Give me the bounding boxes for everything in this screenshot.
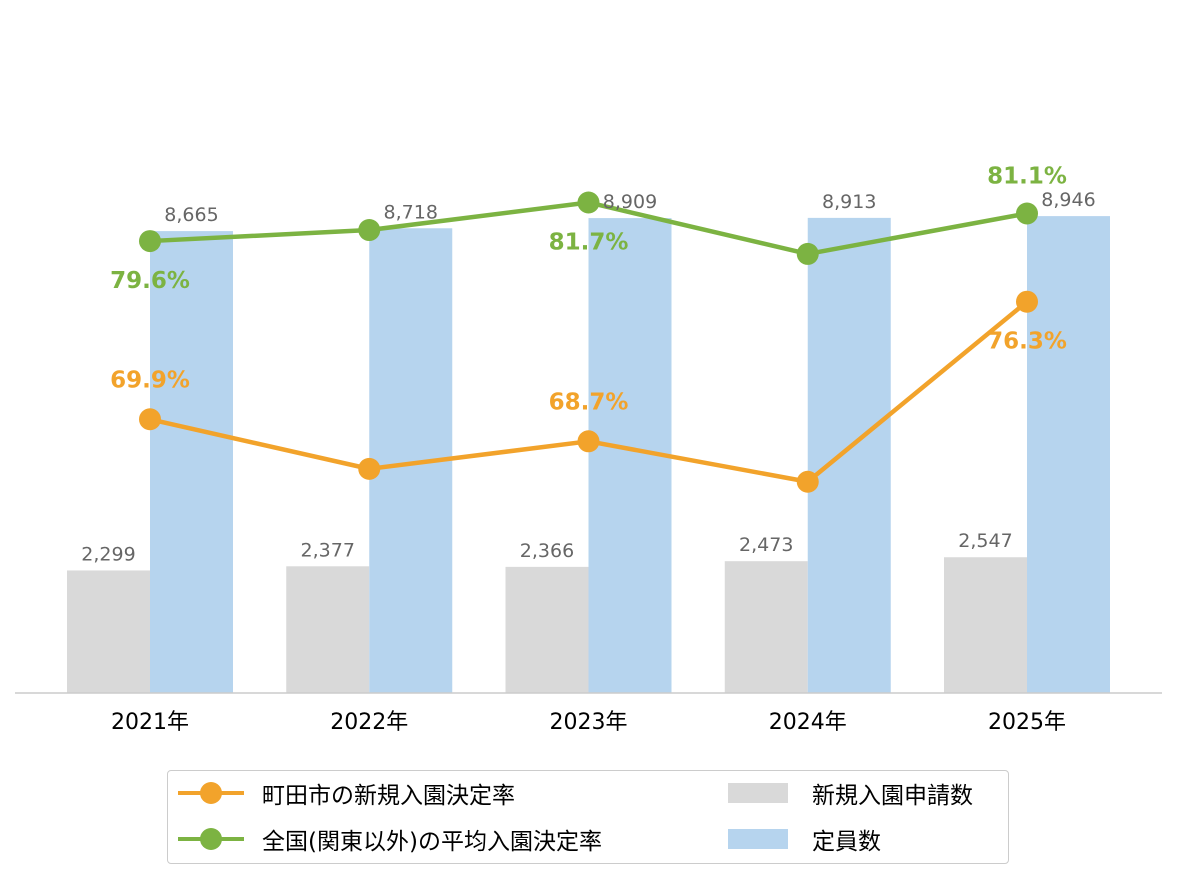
point-label-machida-rate-3: 68.7% bbox=[549, 389, 629, 415]
legend-label-machida-rate: 町田市の新規入園決定率 bbox=[262, 783, 515, 809]
legend-item-national-rate: 全国(関東以外)の平均入園決定率 bbox=[178, 819, 602, 859]
bar-label-capacity-4: 8,913 bbox=[822, 191, 876, 213]
legend-item-machida-rate: 町田市の新規入園決定率 bbox=[178, 773, 515, 813]
bar-capacity-1 bbox=[150, 231, 233, 693]
point-national-rate-2 bbox=[358, 219, 381, 242]
point-national-rate-4 bbox=[796, 242, 819, 265]
legend-label-capacity: 定員数 bbox=[812, 829, 881, 855]
point-label-machida-rate-5: 76.3% bbox=[987, 329, 1067, 355]
x-tick-label-4: 2024年 bbox=[769, 710, 847, 735]
bar-applications-2 bbox=[286, 566, 370, 693]
x-tick-label-3: 2023年 bbox=[550, 710, 628, 735]
combo-chart: 2,299 8,665 2021年 2,377 8,718 2022年 2,366 8,909… bbox=[15, 164, 1162, 735]
bar-label-applications-3: 2,366 bbox=[520, 540, 574, 562]
lines-layer bbox=[139, 191, 1038, 493]
x-tick-label-1: 2021年 bbox=[111, 710, 189, 735]
bar-applications-1 bbox=[67, 570, 150, 693]
bar-applications-5 bbox=[944, 557, 1027, 693]
point-label-machida-rate-1: 69.9% bbox=[110, 367, 190, 393]
point-machida-rate-1 bbox=[139, 408, 161, 431]
legend: 町田市の新規入園決定率 全国(関東以外)の平均入園決定率 新規入園申請数 定員数 bbox=[167, 770, 1009, 864]
legend-swatch-machida-rate bbox=[178, 773, 244, 813]
bar-applications-3 bbox=[505, 566, 589, 693]
labels-layer: 2,299 8,665 2021年 2,377 8,718 2022年 2,366 8,909… bbox=[81, 164, 1095, 735]
point-label-national-rate-1: 79.6% bbox=[110, 268, 190, 294]
point-national-rate-3 bbox=[577, 191, 600, 214]
bar-label-capacity-1: 8,665 bbox=[164, 204, 218, 226]
x-tick-label-5: 2025年 bbox=[988, 710, 1066, 735]
bar-label-applications-4: 2,473 bbox=[739, 534, 793, 556]
legend-swatch-national-rate bbox=[178, 819, 244, 859]
bar-label-applications-1: 2,299 bbox=[81, 543, 135, 565]
point-label-national-rate-3: 81.7% bbox=[549, 229, 629, 255]
point-label-national-rate-5: 81.1% bbox=[987, 164, 1067, 190]
bar-label-applications-2: 2,377 bbox=[301, 539, 355, 561]
legend-swatch-capacity bbox=[728, 829, 788, 849]
legend-item-capacity: 定員数 bbox=[728, 819, 881, 859]
bar-capacity-5 bbox=[1027, 216, 1110, 694]
point-national-rate-5 bbox=[1016, 202, 1038, 225]
legend-label-applications: 新規入園申請数 bbox=[812, 783, 973, 809]
bar-label-capacity-3: 8,909 bbox=[603, 191, 657, 213]
legend-item-applications: 新規入園申請数 bbox=[728, 773, 973, 813]
point-machida-rate-5 bbox=[1016, 290, 1038, 313]
bar-applications-4 bbox=[724, 561, 808, 693]
legend-swatch-applications bbox=[728, 783, 788, 803]
x-tick-label-2: 2022年 bbox=[330, 710, 408, 735]
point-national-rate-1 bbox=[139, 230, 161, 253]
point-machida-rate-4 bbox=[796, 470, 819, 493]
bar-label-capacity-2: 8,718 bbox=[384, 201, 438, 223]
legend-label-national-rate: 全国(関東以外)の平均入園決定率 bbox=[262, 829, 602, 855]
bars-layer bbox=[67, 216, 1110, 694]
point-machida-rate-3 bbox=[577, 430, 600, 453]
bar-label-capacity-5: 8,946 bbox=[1041, 189, 1095, 211]
bar-capacity-4 bbox=[807, 217, 891, 694]
bar-label-applications-5: 2,547 bbox=[958, 530, 1012, 552]
point-machida-rate-2 bbox=[358, 457, 381, 480]
